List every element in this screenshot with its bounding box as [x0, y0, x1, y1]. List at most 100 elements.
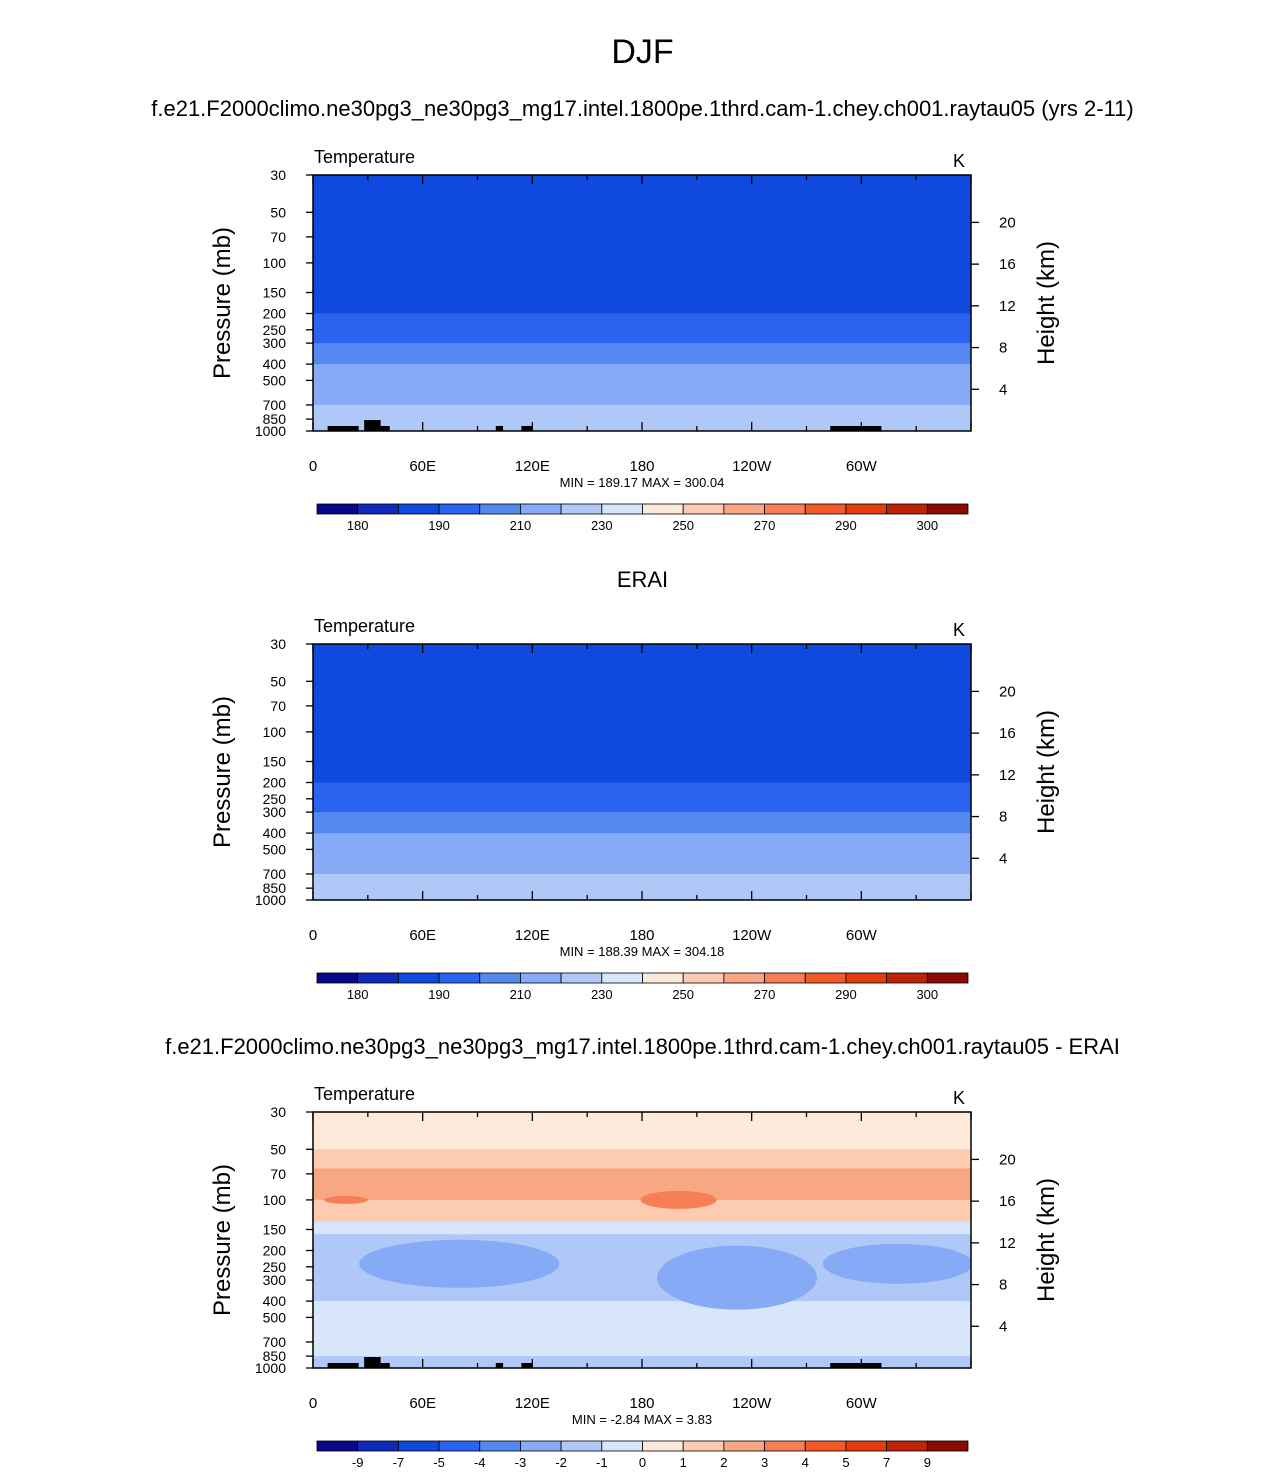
y2-tick-label: 4 [999, 850, 1007, 867]
contour-band [313, 731, 971, 763]
y-tick-label: 850 [263, 880, 287, 896]
y-tick-label: 150 [263, 1221, 287, 1237]
topography-block [521, 426, 533, 431]
y-tick-label: 150 [263, 753, 287, 769]
colorbar-swatch [438, 503, 481, 515]
y-tick-label: 30 [270, 636, 286, 652]
y-tick-label: 300 [263, 335, 287, 351]
y2-tick-label: 12 [999, 767, 1016, 784]
colorbar-swatch [397, 503, 440, 515]
colorbar-label: 300 [916, 518, 938, 533]
y-tick-label: 100 [263, 1192, 287, 1208]
x-tick-label: 0 [309, 1395, 317, 1412]
y2-tick-label: 4 [999, 381, 1007, 398]
colorbar-swatch [357, 1440, 399, 1452]
colorbar-swatch [723, 1440, 765, 1452]
y2-tick-label: 16 [999, 256, 1016, 273]
y-axis-label: Pressure (mb) [209, 696, 236, 848]
units-label: K [953, 1088, 965, 1108]
y-tick-label: 300 [263, 1272, 287, 1288]
colorbar-swatch [764, 503, 806, 515]
contour-band [313, 380, 971, 395]
colorbar-label: 2 [720, 1455, 727, 1470]
x-tick-label: 60W [846, 458, 878, 475]
colorbar-swatch [438, 1440, 481, 1452]
colorbar-swatch [601, 972, 643, 984]
y-tick-label: 50 [270, 204, 286, 220]
warm-anomaly [323, 1195, 368, 1204]
contour-band [313, 849, 971, 864]
y-tick-label: 200 [263, 1243, 287, 1259]
x-tick-label: 120W [732, 927, 772, 944]
topography-block [830, 1363, 882, 1368]
topography-block [495, 426, 504, 431]
y2-tick-label: 8 [999, 809, 1007, 826]
colorbar-swatch [926, 1440, 969, 1452]
y2-tick-label: 20 [999, 1151, 1016, 1168]
colorbar-swatch [764, 1440, 806, 1452]
y-tick-label: 50 [270, 673, 286, 689]
x-tick-label: 120W [732, 458, 772, 475]
contour-band [313, 782, 971, 800]
x-tick-label: 180 [629, 927, 654, 944]
colorbar-swatch [357, 503, 399, 515]
colorbar-label: 190 [428, 987, 450, 1002]
variable-label: Temperature [314, 616, 415, 636]
y2-tick-label: 16 [999, 725, 1016, 742]
colorbar-swatch [601, 503, 643, 515]
colorbar-swatch [642, 503, 684, 515]
cool-anomaly [657, 1245, 818, 1310]
colorbar-label: 210 [510, 987, 532, 1002]
y-tick-label: 400 [263, 356, 287, 372]
panel-2-title: ERAI [616, 567, 669, 592]
colorbar-label: 180 [347, 518, 369, 533]
colorbar-label: 270 [754, 987, 776, 1002]
contour-band [313, 833, 971, 850]
y-tick-label: 70 [270, 698, 286, 714]
contour-band [313, 364, 971, 381]
y-tick-label: 400 [263, 1293, 287, 1309]
y2-tick-label: 8 [999, 1277, 1007, 1294]
topography-block [364, 420, 381, 431]
x-tick-label: 180 [629, 458, 654, 475]
colorbar-label: 270 [754, 518, 776, 533]
cool-anomaly [822, 1243, 971, 1284]
contour-band [313, 688, 971, 733]
variable-label: Temperature [314, 147, 415, 167]
colorbar-label: 3 [761, 1455, 768, 1470]
contour-band [313, 761, 971, 784]
contour-band [313, 665, 971, 689]
colorbar-swatch [926, 503, 969, 515]
colorbar-swatch [723, 503, 765, 515]
colorbar-label: 7 [883, 1455, 890, 1470]
colorbar-swatch [845, 1440, 888, 1452]
colorbar-label: 250 [672, 518, 694, 533]
colorbar-swatch [845, 972, 888, 984]
colorbar-label: 300 [916, 987, 938, 1002]
colorbar-swatch [438, 972, 481, 984]
colorbar-swatch [520, 972, 562, 984]
units-label: K [953, 620, 965, 640]
y-tick-label: 1000 [255, 423, 286, 439]
contour-band [313, 1301, 971, 1332]
topography-block [380, 1363, 390, 1368]
y-tick-label: 70 [270, 1166, 286, 1182]
contour-band [313, 812, 971, 834]
variable-label: Temperature [314, 1084, 415, 1104]
contour-band [313, 798, 971, 813]
colorbar-swatch [804, 1440, 847, 1452]
colorbar-swatch [764, 972, 806, 984]
y-tick-label: 400 [263, 825, 287, 841]
cold-core-feature [457, 728, 608, 736]
topography-block [380, 426, 390, 431]
x-tick-label: 120E [515, 927, 550, 944]
y2-tick-label: 12 [999, 298, 1016, 315]
y-tick-label: 500 [263, 1309, 287, 1325]
colorbar-swatch [845, 503, 888, 515]
contour-band [313, 175, 971, 197]
min-max-label: MIN = 189.17 MAX = 300.04 [560, 475, 725, 490]
colorbar-swatch [357, 972, 399, 984]
contour-fill-1 [313, 175, 971, 431]
y2-tick-label: 16 [999, 1193, 1016, 1210]
